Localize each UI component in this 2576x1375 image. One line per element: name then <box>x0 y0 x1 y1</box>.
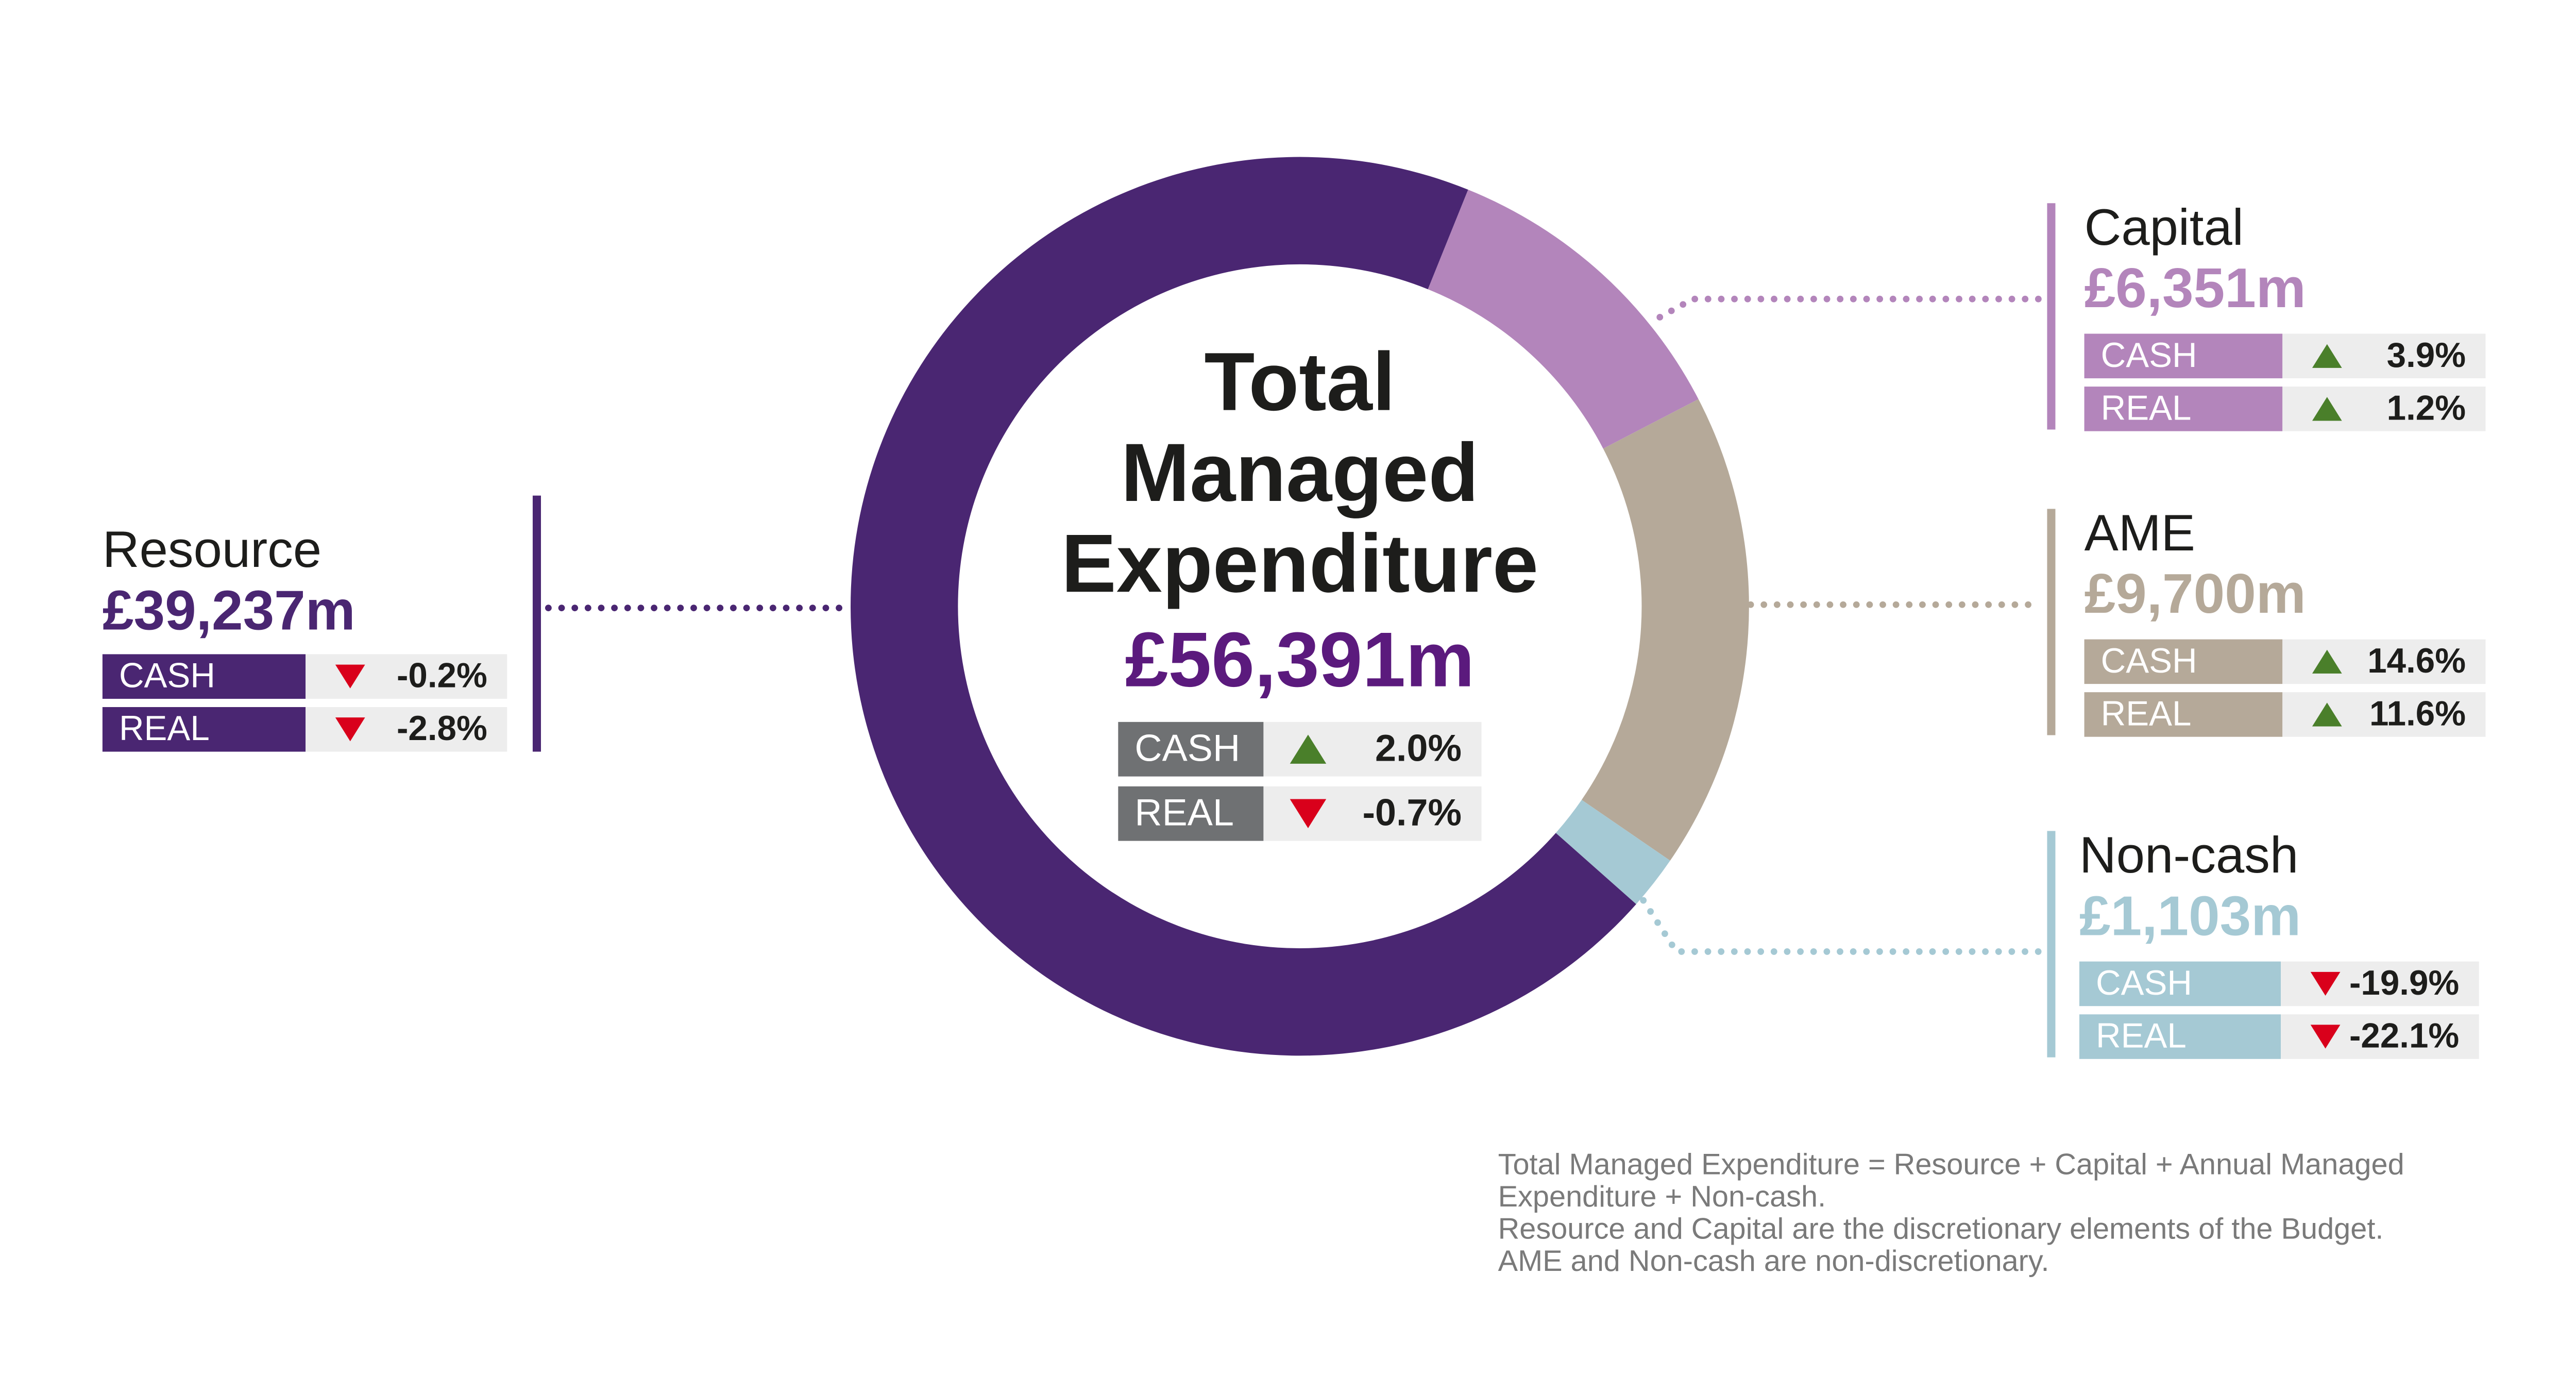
arrow-down <box>2310 971 2341 996</box>
change-value: -0.2% <box>397 657 487 695</box>
change-value-box <box>306 654 507 699</box>
donut-slice <box>851 157 1636 1056</box>
arrow-up <box>2312 702 2342 727</box>
donut-slice <box>1581 399 1749 861</box>
change-label-box <box>2079 1014 2281 1059</box>
change-value: 3.9% <box>2387 336 2466 375</box>
chart-title: Expenditure <box>1061 517 1538 609</box>
change-label-box <box>1118 722 1264 777</box>
category-name: Capital <box>2084 199 2244 256</box>
change-label: CASH <box>2101 336 2197 375</box>
change-label: CASH <box>2096 964 2192 1002</box>
change-value-box <box>2281 1014 2479 1059</box>
chart-title: Total <box>1204 336 1395 428</box>
change-value: -2.8% <box>397 709 487 748</box>
arrow-down <box>2310 1025 2341 1049</box>
change-label: REAL <box>2101 694 2192 733</box>
total-value: £56,391m <box>1125 616 1475 703</box>
change-value: -19.9% <box>2349 964 2459 1002</box>
change-value: -22.1% <box>2349 1016 2459 1055</box>
change-value-box <box>306 707 507 752</box>
change-label-box <box>2084 692 2283 737</box>
change-value-box <box>2282 692 2486 737</box>
change-label-box <box>102 707 306 752</box>
change-label: REAL <box>2101 389 2192 427</box>
change-value: 14.6% <box>2367 642 2466 680</box>
change-label: REAL <box>2096 1016 2187 1055</box>
change-label-box <box>2084 333 2283 379</box>
category-name: AME <box>2084 505 2195 562</box>
change-value: -0.7% <box>1363 791 1462 833</box>
change-label-box <box>1118 786 1264 841</box>
leader-line <box>1656 295 2045 321</box>
change-label-box <box>102 654 306 699</box>
note: AME and Non-cash are non-discretionary. <box>1498 1245 2049 1278</box>
change-label: REAL <box>119 709 210 748</box>
category-value: £1,103m <box>2079 884 2301 947</box>
donut-slice <box>1555 799 1670 904</box>
arrow-up <box>2312 649 2342 674</box>
arrow-down <box>1290 799 1327 828</box>
change-label-box <box>2079 961 2281 1007</box>
note: Expenditure + Non-cash. <box>1498 1180 1826 1213</box>
change-value: 2.0% <box>1375 726 1462 769</box>
category-value: £9,700m <box>2084 562 2306 625</box>
change-label: CASH <box>119 657 215 695</box>
change-value-box <box>2281 961 2479 1007</box>
arrow-down <box>335 664 365 689</box>
change-value-box <box>2282 387 2486 431</box>
change-value: 1.2% <box>2387 389 2466 427</box>
leader-line <box>1640 897 2045 955</box>
chart-title: Managed <box>1121 426 1479 518</box>
category-name: Resource <box>103 521 321 578</box>
arrow-up <box>2312 397 2342 421</box>
arrow-up <box>1290 734 1327 764</box>
change-value: 11.6% <box>2369 694 2466 733</box>
change-label: CASH <box>2101 642 2197 680</box>
change-label: CASH <box>1134 726 1240 769</box>
category-value: £6,351m <box>2084 257 2306 320</box>
change-label: REAL <box>1134 791 1234 833</box>
category-value: £39,237m <box>103 579 355 642</box>
note: Total Managed Expenditure = Resource + C… <box>1498 1148 2404 1181</box>
arrow-down <box>335 717 365 742</box>
note: Resource and Capital are the discretiona… <box>1498 1212 2384 1245</box>
donut-slice <box>1428 190 1699 449</box>
change-value-box <box>2282 333 2486 379</box>
change-label-box <box>2084 387 2283 431</box>
category-name: Non-cash <box>2079 827 2298 884</box>
arrow-up <box>2312 344 2342 368</box>
change-value-box <box>2282 639 2486 684</box>
change-label-box <box>2084 639 2283 684</box>
